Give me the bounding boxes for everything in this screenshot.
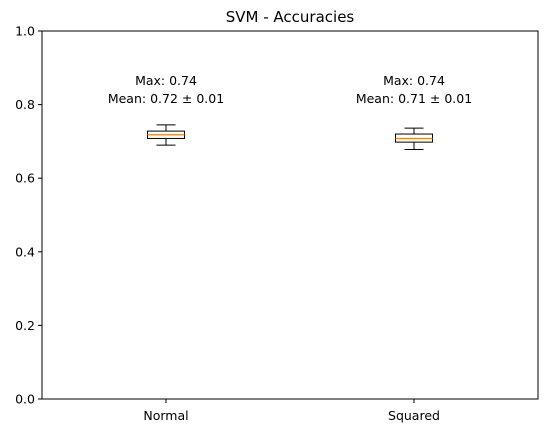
chart-title: SVM - Accuracies — [226, 8, 355, 26]
x-tick-label-squared: Squared — [388, 408, 440, 423]
y-tick-label: 0.6 — [15, 171, 35, 186]
plot-area — [41, 30, 539, 400]
y-tick-label: 1.0 — [15, 24, 35, 39]
y-tick-label: 0.4 — [15, 244, 35, 259]
y-axis: 0.0 0.2 0.4 0.6 0.8 1.0 — [15, 24, 42, 407]
annotations: Max: 0.74 Mean: 0.72 ± 0.01 Max: 0.74 Mean:… — [108, 73, 472, 106]
y-tick-label: 0.0 — [15, 392, 35, 407]
annotation-max-squared: Max: 0.74 — [383, 73, 445, 88]
annotation-mean-normal: Mean: 0.72 ± 0.01 — [108, 91, 224, 106]
annotation-max-normal: Max: 0.74 — [135, 73, 197, 88]
y-tick-label: 0.8 — [15, 97, 35, 112]
boxplot-squared — [395, 127, 433, 150]
annotation-mean-squared: Mean: 0.71 ± 0.01 — [356, 91, 472, 106]
boxplot-normal — [147, 124, 185, 146]
boxplots — [147, 124, 433, 150]
x-tick-label-normal: Normal — [143, 408, 188, 423]
y-tick-label: 0.2 — [15, 318, 35, 333]
x-axis: Normal Squared — [143, 399, 440, 423]
